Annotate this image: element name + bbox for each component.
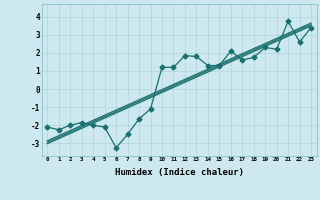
X-axis label: Humidex (Indice chaleur): Humidex (Indice chaleur): [115, 168, 244, 177]
